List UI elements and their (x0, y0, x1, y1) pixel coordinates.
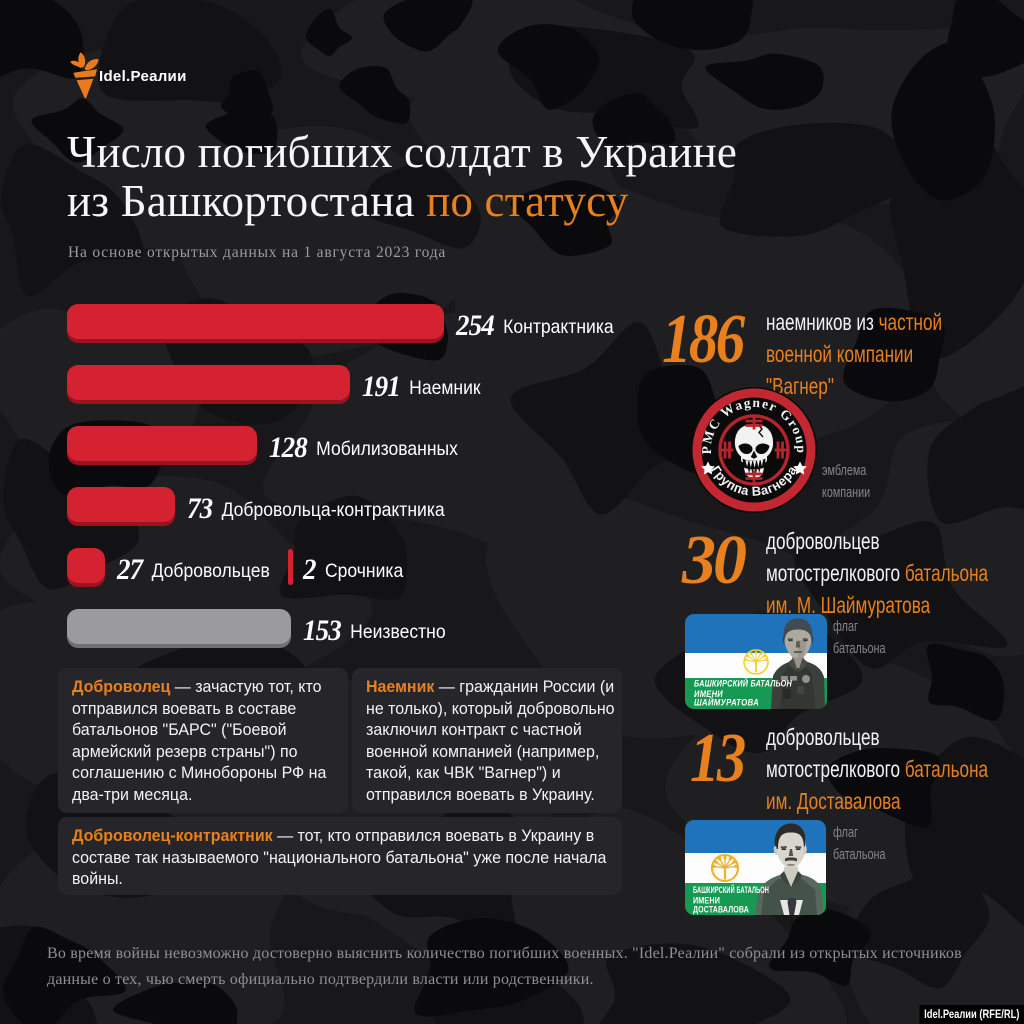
svg-text:ДОСТАВАЛОВА: ДОСТАВАЛОВА (693, 904, 749, 915)
svg-text:БАШКИРСКИЙ БАТАЛЬОН: БАШКИРСКИЙ БАТАЛЬОН (693, 884, 769, 895)
svg-text:ИМЕНИ: ИМЕНИ (694, 689, 723, 699)
svg-text:ШАЙМУРАТОВА: ШАЙМУРАТОВА (694, 697, 759, 708)
svg-text:ИМЕНИ: ИМЕНИ (693, 895, 720, 906)
svg-text:БАШКИРСКИЙ БАТАЛЬОН: БАШКИРСКИЙ БАТАЛЬОН (694, 678, 792, 689)
